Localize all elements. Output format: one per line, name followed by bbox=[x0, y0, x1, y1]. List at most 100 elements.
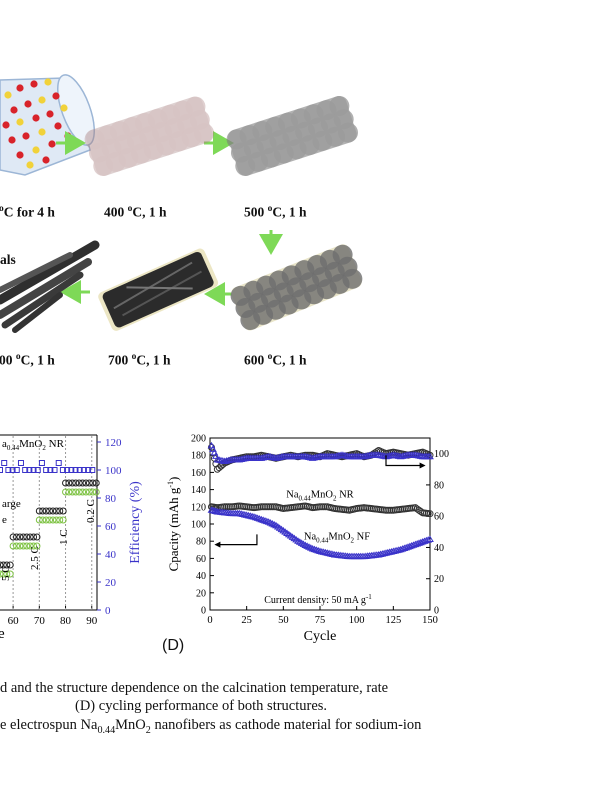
left-y2-tick: 60 bbox=[105, 521, 117, 533]
particle-dot bbox=[24, 100, 32, 108]
left-eff-point bbox=[30, 467, 37, 473]
left-capacity-point bbox=[42, 516, 50, 524]
grain-blob bbox=[131, 143, 152, 164]
data-point bbox=[263, 503, 271, 511]
series-3 bbox=[207, 441, 434, 464]
grain-blob bbox=[172, 100, 193, 121]
y-axis-label: Cpacity (mAh g-1) bbox=[166, 477, 181, 572]
left-capacity-point bbox=[30, 542, 38, 550]
x-tick-label: 100 bbox=[349, 615, 365, 626]
particle-dot bbox=[4, 91, 12, 99]
left-eff-point bbox=[0, 467, 3, 473]
left-eff-point bbox=[55, 460, 62, 466]
left-eff-point bbox=[34, 467, 41, 473]
particle-dot bbox=[46, 110, 54, 118]
y-tick-label: 140 bbox=[191, 485, 206, 496]
particle-dot bbox=[48, 140, 56, 148]
data-point bbox=[310, 545, 319, 553]
left-capacity-point bbox=[0, 561, 4, 569]
series-0 bbox=[207, 502, 434, 518]
data-point bbox=[253, 514, 262, 521]
grain-blob bbox=[101, 138, 122, 159]
left-eff-point bbox=[43, 467, 50, 473]
caption-line-1: d and the structure dependence on the ca… bbox=[0, 680, 389, 696]
y-tick-label: 20 bbox=[196, 588, 206, 599]
grain-blob bbox=[151, 122, 172, 143]
left-eff-point bbox=[1, 460, 8, 466]
x-tick-label: 0 bbox=[207, 615, 212, 626]
particle-dot bbox=[30, 80, 38, 88]
left-capacity-point bbox=[85, 488, 93, 496]
left-eff-point bbox=[5, 467, 12, 473]
left-eff-point bbox=[72, 467, 79, 473]
arrow-to-right-axis bbox=[385, 455, 425, 467]
crystals-label: als bbox=[0, 252, 16, 267]
left-x-tick: 80 bbox=[60, 615, 72, 627]
current-density-annotation: Current density: 50 mA g-1 bbox=[264, 593, 372, 606]
left-capacity-point bbox=[39, 507, 47, 515]
left-capacity-point bbox=[3, 570, 11, 578]
left-capacity-point bbox=[13, 533, 21, 541]
y-tick-label: 100 bbox=[191, 520, 206, 531]
particle-dot bbox=[2, 121, 10, 129]
left-capacity-point bbox=[68, 479, 76, 487]
particle-dot bbox=[38, 96, 46, 104]
left-capacity-point bbox=[89, 479, 97, 487]
left-eff-point bbox=[51, 467, 58, 473]
left-eff-point bbox=[13, 467, 20, 473]
left-y2-tick: 40 bbox=[105, 549, 117, 561]
data-point bbox=[308, 544, 317, 552]
particle-dot bbox=[38, 128, 46, 136]
left-y2-tick: 0 bbox=[105, 605, 111, 617]
particle-dot bbox=[16, 84, 24, 92]
left-capacity-point bbox=[33, 542, 41, 550]
y-tick-label: 120 bbox=[191, 502, 206, 513]
grain-blob bbox=[160, 104, 181, 125]
data-point bbox=[303, 542, 312, 549]
left-eff-point bbox=[22, 467, 29, 473]
grain-blob bbox=[164, 118, 185, 139]
x-tick-label: 125 bbox=[385, 615, 401, 626]
y2-tick-label: 20 bbox=[434, 574, 444, 585]
left-rate-label: 0.2 C bbox=[85, 499, 97, 523]
left-capacity-point bbox=[92, 488, 100, 496]
step-label-600: 600 oC, 1 h bbox=[244, 352, 307, 368]
left-capacity-point bbox=[26, 542, 34, 550]
y-tick-label: 160 bbox=[191, 468, 206, 479]
left-capacity-point bbox=[46, 516, 54, 524]
step-label-800: 00 oC, 1 h bbox=[0, 352, 55, 368]
left-capacity-point bbox=[0, 570, 4, 578]
grain-blob bbox=[185, 96, 206, 117]
data-point bbox=[251, 513, 260, 521]
grain-blob bbox=[139, 126, 160, 147]
x-tick-label: 25 bbox=[241, 615, 252, 626]
arrow-to-left-axis bbox=[215, 534, 258, 546]
y2-tick-label: 80 bbox=[434, 480, 444, 491]
y-tick-label: 60 bbox=[196, 554, 206, 565]
left-capacity-point bbox=[72, 488, 80, 496]
left-capacity-point bbox=[79, 479, 87, 487]
left-capacity-point bbox=[6, 570, 14, 578]
data-point bbox=[262, 517, 271, 525]
left-capacity-point bbox=[3, 561, 11, 569]
left-capacity-point bbox=[62, 488, 70, 496]
data-point bbox=[264, 518, 273, 525]
grain-blob bbox=[84, 129, 105, 150]
particle-dot bbox=[10, 106, 18, 114]
left-capacity-point bbox=[56, 516, 64, 524]
data-point bbox=[305, 543, 313, 550]
grain-blob bbox=[189, 109, 210, 130]
data-point bbox=[255, 515, 264, 522]
left-capacity-point bbox=[49, 507, 57, 515]
grain-blob bbox=[93, 155, 114, 176]
particle-dot bbox=[22, 132, 30, 140]
left-capacity-point bbox=[35, 507, 43, 515]
left-rate-label: 1 C bbox=[58, 529, 70, 545]
grain-blob bbox=[109, 121, 130, 142]
left-rate-label: 2.5 C bbox=[29, 546, 41, 570]
left-capacity-point bbox=[52, 507, 60, 515]
grain-blob bbox=[168, 131, 189, 152]
data-point bbox=[250, 513, 258, 520]
left-capacity-point bbox=[65, 479, 73, 487]
left-capacity-point bbox=[23, 533, 31, 541]
